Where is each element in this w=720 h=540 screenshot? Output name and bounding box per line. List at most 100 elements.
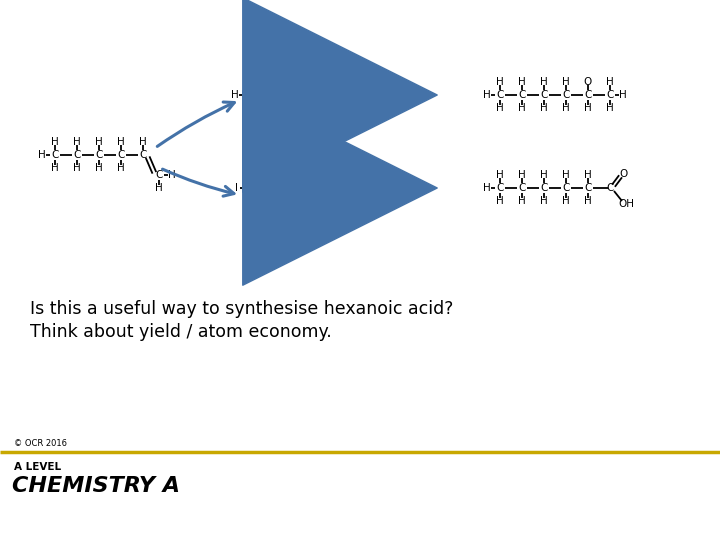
Text: H: H <box>483 90 491 100</box>
Text: H: H <box>51 137 59 147</box>
Text: C: C <box>562 183 570 193</box>
Text: I: I <box>235 183 238 193</box>
Text: C: C <box>73 150 81 160</box>
Text: C: C <box>354 90 361 100</box>
Text: H: H <box>540 103 548 113</box>
Text: H: H <box>73 137 81 147</box>
Text: C: C <box>585 183 592 193</box>
Text: C: C <box>496 90 504 100</box>
Text: OH: OH <box>618 199 634 209</box>
Text: H: H <box>168 170 176 180</box>
Text: C: C <box>156 170 163 180</box>
Text: H: H <box>231 90 239 100</box>
Text: C: C <box>288 183 296 193</box>
Text: H: H <box>332 170 340 180</box>
Text: H: H <box>483 183 491 193</box>
Text: H: H <box>562 77 570 87</box>
Text: C: C <box>117 150 125 160</box>
Text: C: C <box>244 183 252 193</box>
Text: Is this a useful way to synthesise hexanoic acid?: Is this a useful way to synthesise hexan… <box>30 300 454 318</box>
Text: H: H <box>288 170 296 180</box>
Text: H: H <box>73 163 81 173</box>
Text: O: O <box>620 169 628 179</box>
Text: H: H <box>244 196 252 206</box>
Text: H: H <box>266 170 274 180</box>
Text: H: H <box>51 163 59 173</box>
Text: © OCR 2016: © OCR 2016 <box>14 440 67 449</box>
Text: C: C <box>333 183 340 193</box>
Text: C: C <box>51 150 59 160</box>
Text: H: H <box>332 103 340 113</box>
Text: C: C <box>288 90 296 100</box>
Text: C: C <box>585 90 592 100</box>
Text: C: C <box>310 183 318 193</box>
Text: C: C <box>266 183 274 193</box>
Text: H: H <box>244 77 252 87</box>
Text: H: H <box>310 77 318 87</box>
Text: H: H <box>518 196 526 206</box>
Text: OH: OH <box>328 74 344 84</box>
Text: H: H <box>38 150 46 160</box>
Text: C: C <box>518 183 526 193</box>
Text: H: H <box>244 103 252 113</box>
Text: H: H <box>562 196 570 206</box>
Text: H: H <box>266 103 274 113</box>
Text: H: H <box>95 163 103 173</box>
Text: H: H <box>354 196 362 206</box>
Text: H: H <box>518 77 526 87</box>
Text: H: H <box>117 137 125 147</box>
Text: H: H <box>288 196 296 206</box>
Text: Think about yield / atom economy.: Think about yield / atom economy. <box>30 323 332 341</box>
Text: H: H <box>332 196 340 206</box>
Text: H: H <box>155 183 163 193</box>
Text: H: H <box>540 77 548 87</box>
Text: A LEVEL: A LEVEL <box>14 462 61 472</box>
Text: H: H <box>354 77 362 87</box>
Text: C: C <box>606 183 613 193</box>
Text: C: C <box>139 150 147 160</box>
Text: CHEMISTRY A: CHEMISTRY A <box>12 476 180 496</box>
Text: C: C <box>518 90 526 100</box>
Text: C: C <box>540 90 548 100</box>
Text: H: H <box>310 170 318 180</box>
Text: H: H <box>266 77 274 87</box>
Text: C: C <box>496 183 504 193</box>
Text: H: H <box>288 103 296 113</box>
Text: H: H <box>95 137 103 147</box>
Text: H: H <box>584 170 592 180</box>
Text: H: H <box>518 170 526 180</box>
Text: C: C <box>354 183 361 193</box>
Text: H: H <box>584 103 592 113</box>
Text: C: C <box>562 90 570 100</box>
Text: H: H <box>496 196 504 206</box>
Text: H: H <box>244 170 252 180</box>
Text: H: H <box>354 103 362 113</box>
Text: C: C <box>266 90 274 100</box>
Text: H: H <box>117 163 125 173</box>
Text: H: H <box>562 103 570 113</box>
Text: C: C <box>244 90 252 100</box>
Text: C: C <box>333 90 340 100</box>
Text: O: O <box>584 77 592 87</box>
Text: H: H <box>266 196 274 206</box>
Text: II: II <box>369 183 375 193</box>
Text: H: H <box>310 103 318 113</box>
Text: H: H <box>540 196 548 206</box>
Text: H: H <box>606 103 614 113</box>
Text: H: H <box>606 77 614 87</box>
Text: H: H <box>540 170 548 180</box>
Text: C: C <box>95 150 103 160</box>
Text: H: H <box>288 77 296 87</box>
Text: H: H <box>562 170 570 180</box>
Text: H: H <box>496 103 504 113</box>
Text: C: C <box>606 90 613 100</box>
Text: H: H <box>619 90 627 100</box>
Text: C: C <box>310 90 318 100</box>
Text: H: H <box>518 103 526 113</box>
Text: H: H <box>310 196 318 206</box>
Text: H: H <box>584 196 592 206</box>
Text: OH: OH <box>350 167 366 177</box>
Text: H: H <box>496 77 504 87</box>
Text: H: H <box>139 137 147 147</box>
Text: C: C <box>540 183 548 193</box>
